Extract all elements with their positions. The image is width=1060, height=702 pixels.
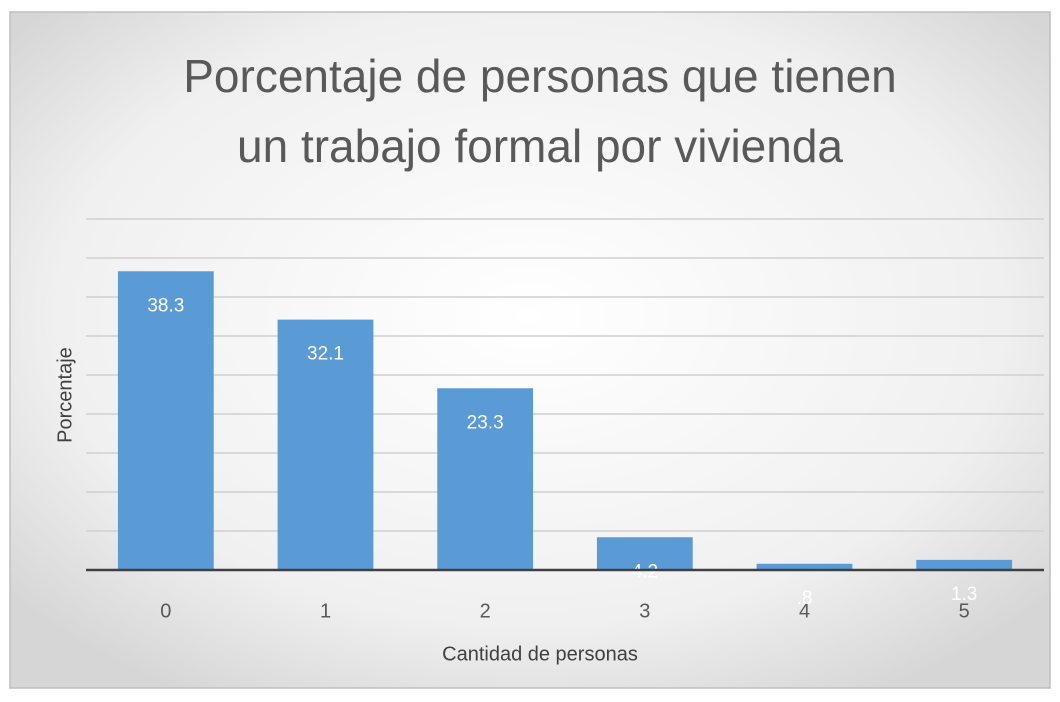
data-label: 23.3 bbox=[467, 412, 504, 433]
x-axis-label: Cantidad de personas bbox=[442, 643, 638, 665]
x-tick-label: 3 bbox=[639, 600, 650, 622]
data-label: 1.3 bbox=[951, 584, 977, 605]
data-label: 38.3 bbox=[147, 295, 184, 316]
bar bbox=[916, 559, 1013, 570]
data-label: .8 bbox=[797, 588, 813, 609]
bar bbox=[277, 319, 374, 570]
x-tick-label: 2 bbox=[480, 600, 491, 622]
bar bbox=[596, 537, 693, 570]
x-tick-label: 0 bbox=[160, 600, 171, 622]
bar bbox=[117, 271, 214, 570]
chart-title: Porcentaje de personas que tienen bbox=[183, 50, 897, 102]
x-tick-label: 5 bbox=[959, 600, 970, 622]
x-tick-label: 1 bbox=[320, 600, 331, 622]
y-axis-label: Porcentaje bbox=[54, 347, 76, 443]
bar bbox=[437, 388, 534, 570]
data-label: 4.2 bbox=[632, 561, 658, 582]
chart-title: un trabajo formal por vivienda bbox=[237, 120, 843, 172]
bar bbox=[756, 563, 853, 570]
x-tick-label: 4 bbox=[799, 600, 810, 622]
data-label: 32.1 bbox=[307, 344, 344, 365]
